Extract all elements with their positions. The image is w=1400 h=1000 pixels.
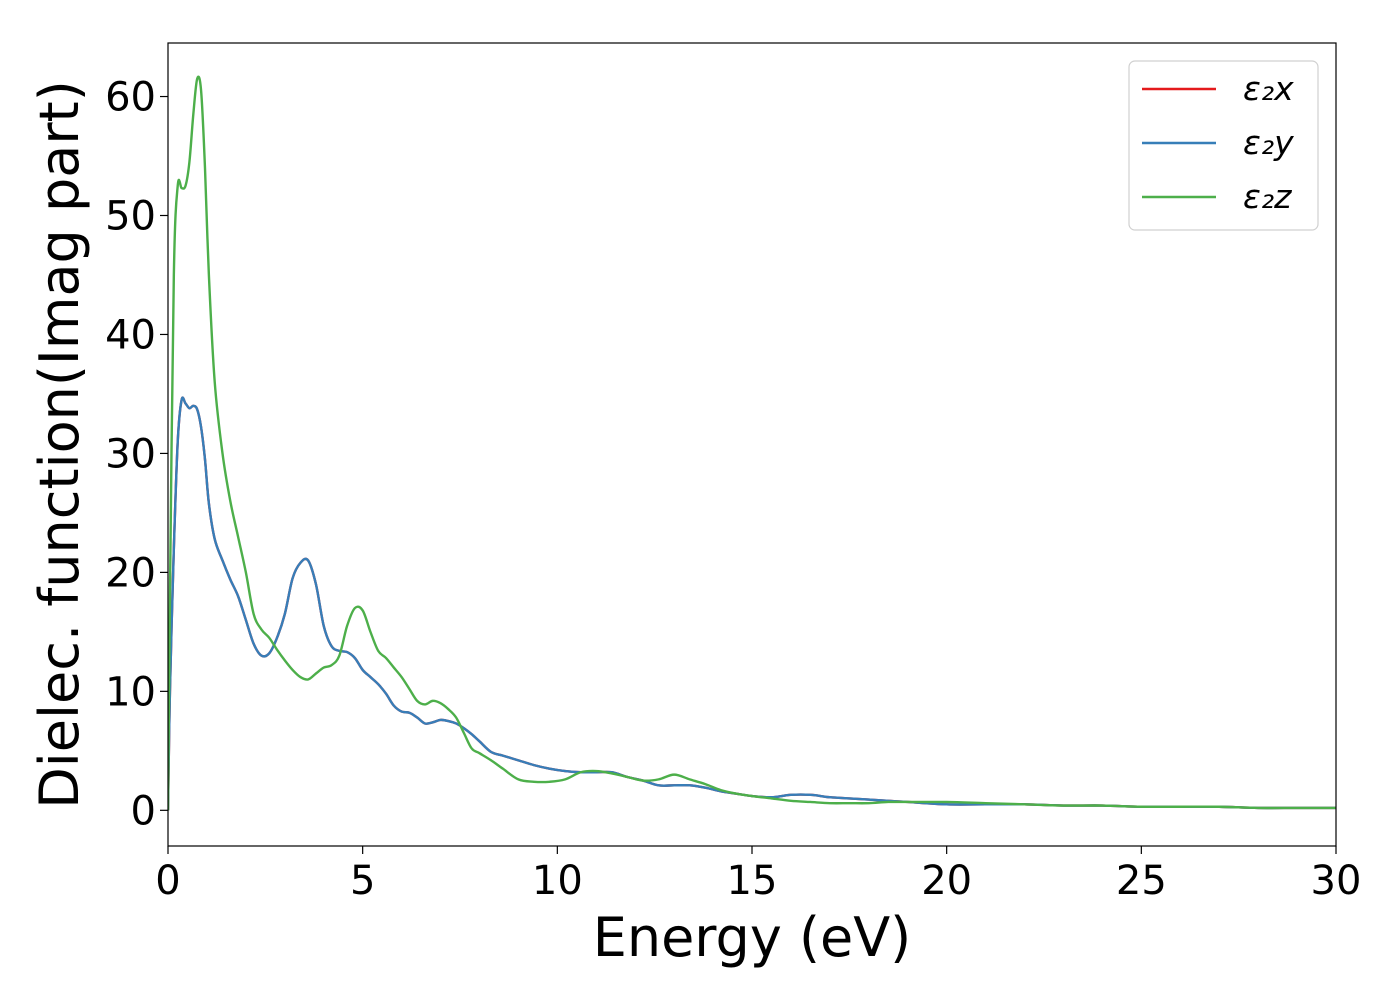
x-tick-label: 0 — [155, 858, 180, 904]
series-line-e2y — [168, 396, 1336, 811]
x-tick-label: 30 — [1311, 858, 1362, 904]
x-axis-ticks: 0 5 10 15 20 25 30 — [155, 846, 1361, 904]
y-tick-label: 50 — [105, 193, 156, 239]
x-axis-title: Energy (eV) — [593, 906, 912, 969]
x-tick-label: 10 — [532, 858, 583, 904]
y-tick-label: 0 — [131, 788, 156, 834]
series-line-e2z — [168, 75, 1336, 811]
legend-box — [1128, 60, 1319, 231]
legend-label: ε₂y — [1243, 123, 1294, 162]
y-axis-ticks: 0 10 20 30 40 50 60 — [105, 75, 168, 834]
y-tick-label: 20 — [105, 550, 156, 596]
y-tick-label: 60 — [105, 75, 156, 121]
legend: ε₂x ε₂y ε₂z — [1128, 60, 1319, 231]
x-tick-label: 15 — [727, 858, 778, 904]
y-tick-label: 30 — [105, 431, 156, 477]
x-tick-label: 25 — [1116, 858, 1167, 904]
x-tick-label: 5 — [350, 858, 375, 904]
x-tick-label: 20 — [921, 858, 972, 904]
legend-label: ε₂z — [1243, 177, 1292, 216]
y-axis-title: Dielec. function(Imag part) — [28, 80, 91, 809]
y-tick-label: 40 — [105, 312, 156, 358]
series-line-e2x — [168, 396, 1336, 811]
legend-label: ε₂x — [1243, 69, 1294, 108]
y-tick-label: 10 — [105, 669, 156, 715]
series-layer — [168, 75, 1336, 811]
